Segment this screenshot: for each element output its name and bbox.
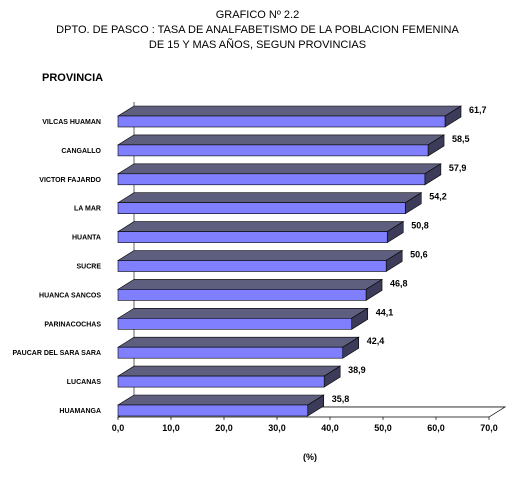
bar-top-face bbox=[116, 307, 369, 319]
bar bbox=[117, 289, 367, 301]
x-tick-label: 30,0 bbox=[268, 423, 286, 433]
x-tick-label: 50,0 bbox=[374, 423, 392, 433]
x-tick-label: 10,0 bbox=[162, 423, 180, 433]
bar bbox=[117, 144, 429, 157]
bar-top-face bbox=[116, 163, 442, 175]
bar-top-face bbox=[116, 134, 446, 146]
bar bbox=[117, 115, 446, 128]
category-label: HUANCA SANCOS bbox=[39, 292, 101, 299]
bar bbox=[117, 375, 325, 388]
category-label: LA MAR bbox=[74, 206, 101, 213]
bar-top-face bbox=[116, 336, 360, 348]
value-label: 61,7 bbox=[469, 105, 487, 115]
bar bbox=[117, 346, 344, 359]
x-tick-label: 40,0 bbox=[321, 423, 339, 433]
value-label: 44,1 bbox=[376, 307, 394, 317]
x-tick-label: 60,0 bbox=[427, 423, 445, 433]
bar-top-face bbox=[116, 105, 463, 117]
value-label: 50,6 bbox=[410, 250, 428, 260]
x-axis-label: (%) bbox=[303, 452, 317, 462]
bar-top-face bbox=[116, 365, 342, 377]
value-label: 46,8 bbox=[390, 278, 408, 288]
bar bbox=[117, 404, 309, 417]
value-label: 38,9 bbox=[348, 365, 366, 375]
category-label: VILCAS HUAMAN bbox=[42, 119, 101, 126]
bar bbox=[117, 260, 387, 272]
bar bbox=[117, 173, 426, 186]
category-label: HUANTA bbox=[72, 235, 101, 242]
bar-top-face bbox=[116, 192, 423, 203]
chart-title-line-2: DPTO. DE PASCO : TASA DE ANALFABETISMO D… bbox=[56, 24, 459, 36]
category-label: CANGALLO bbox=[61, 148, 101, 155]
bar-top-face bbox=[116, 394, 325, 406]
bar-top-face bbox=[116, 250, 404, 261]
category-label: VICTOR FAJARDO bbox=[39, 177, 101, 184]
bar bbox=[117, 202, 406, 214]
x-tick-label: 70,0 bbox=[480, 423, 498, 433]
value-label: 57,9 bbox=[449, 163, 467, 173]
chart-title-line-1: GRAFICO Nº 2.2 bbox=[215, 9, 300, 21]
value-label: 35,8 bbox=[332, 394, 350, 404]
category-label: PARINACOCHAS bbox=[44, 321, 101, 328]
x-tick-label: 20,0 bbox=[215, 423, 233, 433]
bar bbox=[117, 231, 388, 243]
category-label: PAUCAR DEL SARA SARA bbox=[12, 350, 101, 357]
category-label: HUAMANGA bbox=[59, 408, 101, 415]
chart-title-line-3: DE 15 Y MAS AÑOS, SEGUN PROVINCIAS bbox=[148, 39, 367, 51]
value-label: 50,8 bbox=[411, 221, 429, 231]
value-label: 58,5 bbox=[452, 134, 470, 144]
x-tick-label: 0,0 bbox=[112, 423, 125, 433]
category-axis-title: PROVINCIA bbox=[42, 72, 104, 84]
value-label: 42,4 bbox=[367, 336, 385, 346]
bar-top-face bbox=[116, 221, 405, 232]
bar bbox=[117, 317, 353, 330]
category-label: SUCRE bbox=[76, 264, 101, 271]
bar-top-face bbox=[116, 279, 384, 290]
value-label: 54,2 bbox=[429, 192, 447, 202]
category-label: LUCANAS bbox=[67, 379, 102, 386]
